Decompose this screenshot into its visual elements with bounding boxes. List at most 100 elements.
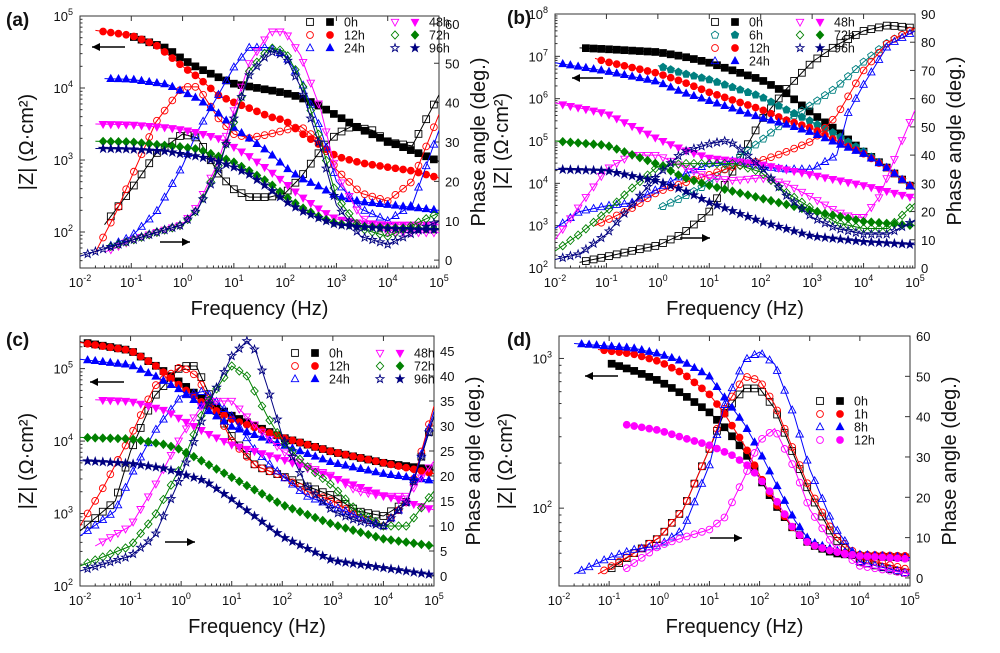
modulus-point xyxy=(901,554,909,563)
phase-point xyxy=(325,479,335,489)
phase-point xyxy=(416,474,426,483)
modulus-point xyxy=(682,79,690,88)
phase-point xyxy=(227,361,237,371)
modulus-point xyxy=(657,177,669,188)
legend-filled-marker xyxy=(326,18,334,26)
legend-label: 8h xyxy=(854,421,868,435)
phase-point xyxy=(885,564,895,573)
modulus-point xyxy=(113,433,123,444)
phase-point xyxy=(406,141,415,150)
modulus-point xyxy=(321,185,331,194)
phase-point xyxy=(333,503,343,512)
modulus-point xyxy=(774,197,784,208)
phase-point xyxy=(595,232,607,243)
phase-point xyxy=(828,43,837,52)
modulus-point xyxy=(195,474,207,485)
modulus-point xyxy=(343,220,355,231)
modulus-point xyxy=(735,433,744,442)
y-right-tick-label: 40 xyxy=(916,410,930,425)
modulus-point xyxy=(750,461,759,470)
modulus-point xyxy=(244,153,254,162)
modulus-point xyxy=(603,165,615,176)
modulus-point xyxy=(635,72,645,82)
modulus-point xyxy=(175,126,185,135)
modulus-point xyxy=(630,422,639,430)
phase-point xyxy=(89,560,101,571)
legend-open-marker xyxy=(305,42,315,52)
modulus-point xyxy=(622,349,631,357)
phase-point xyxy=(803,479,812,488)
modulus-point xyxy=(220,158,232,169)
modulus-point xyxy=(97,143,109,154)
modulus-point xyxy=(367,221,378,233)
y-right-tick-label: 35 xyxy=(440,394,454,409)
modulus-point xyxy=(667,430,676,439)
x-tick-label: 101 xyxy=(224,273,243,290)
phase-point xyxy=(874,194,884,203)
modulus-point xyxy=(268,86,277,95)
modulus-point xyxy=(720,100,730,110)
modulus-point xyxy=(151,438,161,448)
phase-point xyxy=(340,510,351,521)
modulus-point xyxy=(183,58,192,66)
modulus-point xyxy=(666,166,676,176)
modulus-point xyxy=(589,139,598,149)
legend-open-marker xyxy=(390,18,400,28)
modulus-point xyxy=(253,84,261,92)
phase-point xyxy=(337,170,346,179)
modulus-point xyxy=(166,410,176,419)
phase-point xyxy=(189,362,198,370)
phase-point xyxy=(260,36,270,45)
y-left-tick-label: 106 xyxy=(529,90,548,107)
modulus-point xyxy=(751,90,760,99)
phase-point xyxy=(378,492,388,502)
legend-filled-marker xyxy=(731,18,739,26)
legend-open-marker xyxy=(710,55,720,65)
modulus-point xyxy=(735,85,745,94)
phase-point xyxy=(704,174,714,183)
modulus-point xyxy=(190,150,201,161)
y-left-axis-label: |Z| (Ω·cm²) xyxy=(16,94,38,190)
phase-point xyxy=(859,214,869,223)
phase-point xyxy=(151,509,161,519)
phase-point xyxy=(275,28,285,37)
phase-point xyxy=(106,501,115,510)
modulus-point xyxy=(813,113,822,121)
modulus-point xyxy=(619,69,629,79)
modulus-fit-line xyxy=(608,362,910,559)
modulus-point xyxy=(704,154,714,163)
modulus-point xyxy=(105,456,116,467)
modulus-point xyxy=(874,186,884,195)
modulus-point xyxy=(660,360,669,368)
phase-point xyxy=(697,158,706,169)
phase-point xyxy=(673,161,683,170)
phase-point xyxy=(750,156,761,167)
modulus-point xyxy=(904,238,915,250)
phase-point xyxy=(840,550,849,559)
y-right-tick-label: 20 xyxy=(445,174,459,189)
phase-point xyxy=(743,467,751,475)
modulus-point xyxy=(252,158,262,167)
phase-point xyxy=(251,60,263,71)
series-0h xyxy=(104,33,439,226)
modulus-point xyxy=(810,541,819,550)
modulus-point xyxy=(630,350,639,359)
legend-open-marker xyxy=(291,349,299,357)
modulus-point xyxy=(383,199,393,208)
phase-point xyxy=(279,435,291,446)
modulus-point xyxy=(424,505,434,514)
phase-point xyxy=(167,222,178,233)
modulus-point xyxy=(705,88,714,97)
phase-point xyxy=(325,503,336,514)
modulus-point xyxy=(652,348,662,357)
modulus-point xyxy=(349,452,357,461)
y-right-tick-label: 10 xyxy=(440,519,454,534)
phase-point xyxy=(566,235,575,246)
phase-point xyxy=(904,217,915,228)
modulus-point xyxy=(370,561,382,572)
modulus-point xyxy=(183,88,193,98)
phase-point xyxy=(325,500,335,509)
phase-point xyxy=(351,225,363,236)
phase-point xyxy=(106,218,115,227)
phase-point xyxy=(765,172,777,183)
